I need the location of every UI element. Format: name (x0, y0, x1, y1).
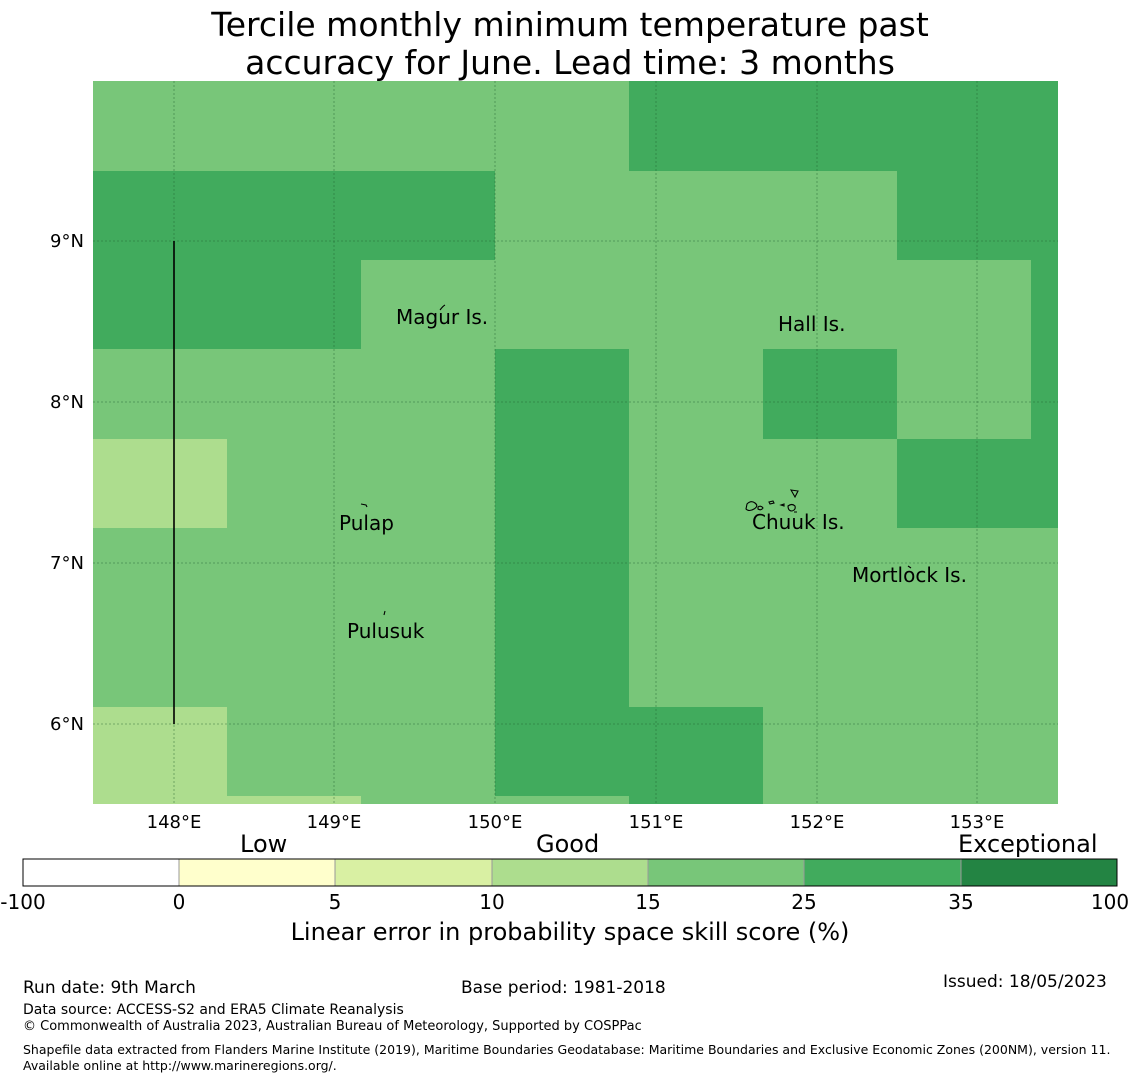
place-hall: Hall Is. (778, 312, 846, 336)
colorbar-frame (22, 858, 1118, 887)
graticule (93, 81, 1058, 804)
magur-island-shape (439, 304, 446, 311)
cell (93, 81, 629, 171)
cell (629, 439, 897, 528)
colorbar-label: Linear error in probability space skill … (290, 918, 850, 946)
cell (495, 796, 629, 804)
cell (495, 528, 629, 707)
pulap-island-shape (360, 503, 368, 508)
colorbar-tick: 5 (328, 890, 342, 914)
colorbar-tick: 100 (1090, 890, 1130, 914)
mortlock-island-shape (907, 565, 912, 569)
colorbar-tick: 15 (635, 890, 661, 914)
shapefile-credit: Shapefile data extracted from Flanders M… (23, 1042, 1111, 1073)
cell (93, 707, 227, 804)
cell (763, 707, 1058, 804)
pulusuk-island-shape (383, 610, 386, 616)
legend-category-exceptional: Exceptional (958, 830, 1098, 858)
lon-tick-148e: 148°E (146, 812, 202, 833)
cell (1031, 349, 1058, 439)
cell (93, 260, 361, 349)
colorbar-bin (804, 859, 961, 886)
lon-tick-152e: 152°E (789, 812, 845, 833)
skill-cells (93, 81, 1058, 804)
cell (495, 707, 763, 796)
title-line-2: accuracy for June. Lead time: 3 months (245, 43, 895, 82)
map-title: Tercile monthly minimum temperature past… (0, 6, 1140, 82)
cell (93, 528, 495, 707)
cell (93, 349, 495, 439)
place-magur: Magur Is. (396, 305, 489, 329)
place-pulusuk: Pulusuk (347, 619, 425, 643)
cell (897, 349, 1031, 439)
cell (1031, 260, 1058, 349)
title-line-1: Tercile monthly minimum temperature past (211, 5, 929, 44)
colorbar-tick: 25 (791, 890, 817, 914)
colorbar-bin (961, 859, 1117, 886)
island-outlines (360, 304, 912, 616)
cell (763, 349, 897, 439)
cell (629, 81, 1058, 171)
cell (897, 171, 1058, 260)
copyright: © Commonwealth of Australia 2023, Austra… (23, 1019, 642, 1034)
lat-tick-6n: 6°N (50, 714, 84, 735)
cell (93, 171, 495, 260)
cell (495, 349, 629, 439)
lon-tick-150e: 150°E (467, 812, 523, 833)
cell (227, 707, 495, 796)
colorbar-tick: -100 (0, 890, 46, 914)
cell (629, 349, 763, 439)
run-date: Run date: 9th March (23, 978, 196, 998)
lon-tick-153e: 153°E (949, 812, 1005, 833)
lon-tick-149e: 149°E (306, 812, 362, 833)
place-chuuk: Chuuk Is. (752, 510, 845, 534)
colorbar (22, 858, 1118, 887)
place-mortlock: Mortlock Is. (852, 563, 967, 587)
cell (93, 439, 227, 528)
cell (495, 171, 897, 260)
cell (361, 260, 1031, 349)
cell (897, 439, 1058, 528)
data-source: Data source: ACCESS-S2 and ERA5 Climate … (23, 1002, 404, 1018)
cell (227, 796, 361, 804)
cell (629, 796, 763, 804)
colorbar-bin (492, 859, 648, 886)
base-period: Base period: 1981-2018 (461, 978, 666, 998)
colorbar-bin (648, 859, 804, 886)
lat-tick-7n: 7°N (50, 553, 84, 574)
colorbar-bin (335, 859, 492, 886)
colorbar-bin (23, 859, 179, 886)
colorbar-bin (179, 859, 335, 886)
cell (361, 796, 495, 804)
legend-category-good: Good (536, 830, 600, 858)
cell (227, 439, 495, 528)
legend-category-low: Low (240, 830, 288, 858)
cell (495, 439, 629, 528)
colorbar-tick: 35 (948, 890, 974, 914)
colorbar-tick: 0 (172, 890, 186, 914)
colorbar-tick: 10 (479, 890, 505, 914)
lat-tick-9n: 9°N (50, 231, 84, 252)
cell (629, 528, 1058, 707)
chuuk-island-shape (745, 489, 799, 513)
issued-date: Issued: 18/05/2023 (943, 972, 1107, 992)
lon-tick-151e: 151°E (628, 812, 684, 833)
place-pulap: Pulap (339, 511, 394, 535)
lat-tick-8n: 8°N (50, 392, 84, 413)
